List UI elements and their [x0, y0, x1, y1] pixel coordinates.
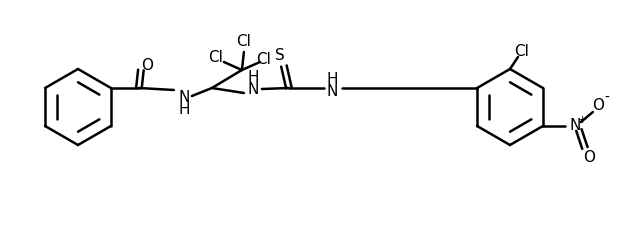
Text: Cl: Cl — [209, 50, 223, 65]
Text: O: O — [592, 99, 604, 113]
Text: O: O — [583, 151, 595, 166]
Text: N: N — [178, 90, 189, 106]
Text: -: - — [604, 91, 609, 105]
Text: N: N — [569, 119, 580, 133]
Text: N: N — [247, 83, 259, 97]
Text: H: H — [178, 101, 189, 117]
Text: H: H — [326, 72, 338, 88]
Text: H: H — [247, 70, 259, 86]
Text: +: + — [578, 115, 588, 125]
Text: Cl: Cl — [236, 34, 252, 50]
Text: S: S — [275, 49, 285, 63]
Text: Cl: Cl — [515, 43, 529, 59]
Text: O: O — [141, 58, 153, 72]
Text: N: N — [326, 83, 337, 99]
Text: Cl: Cl — [257, 52, 271, 68]
